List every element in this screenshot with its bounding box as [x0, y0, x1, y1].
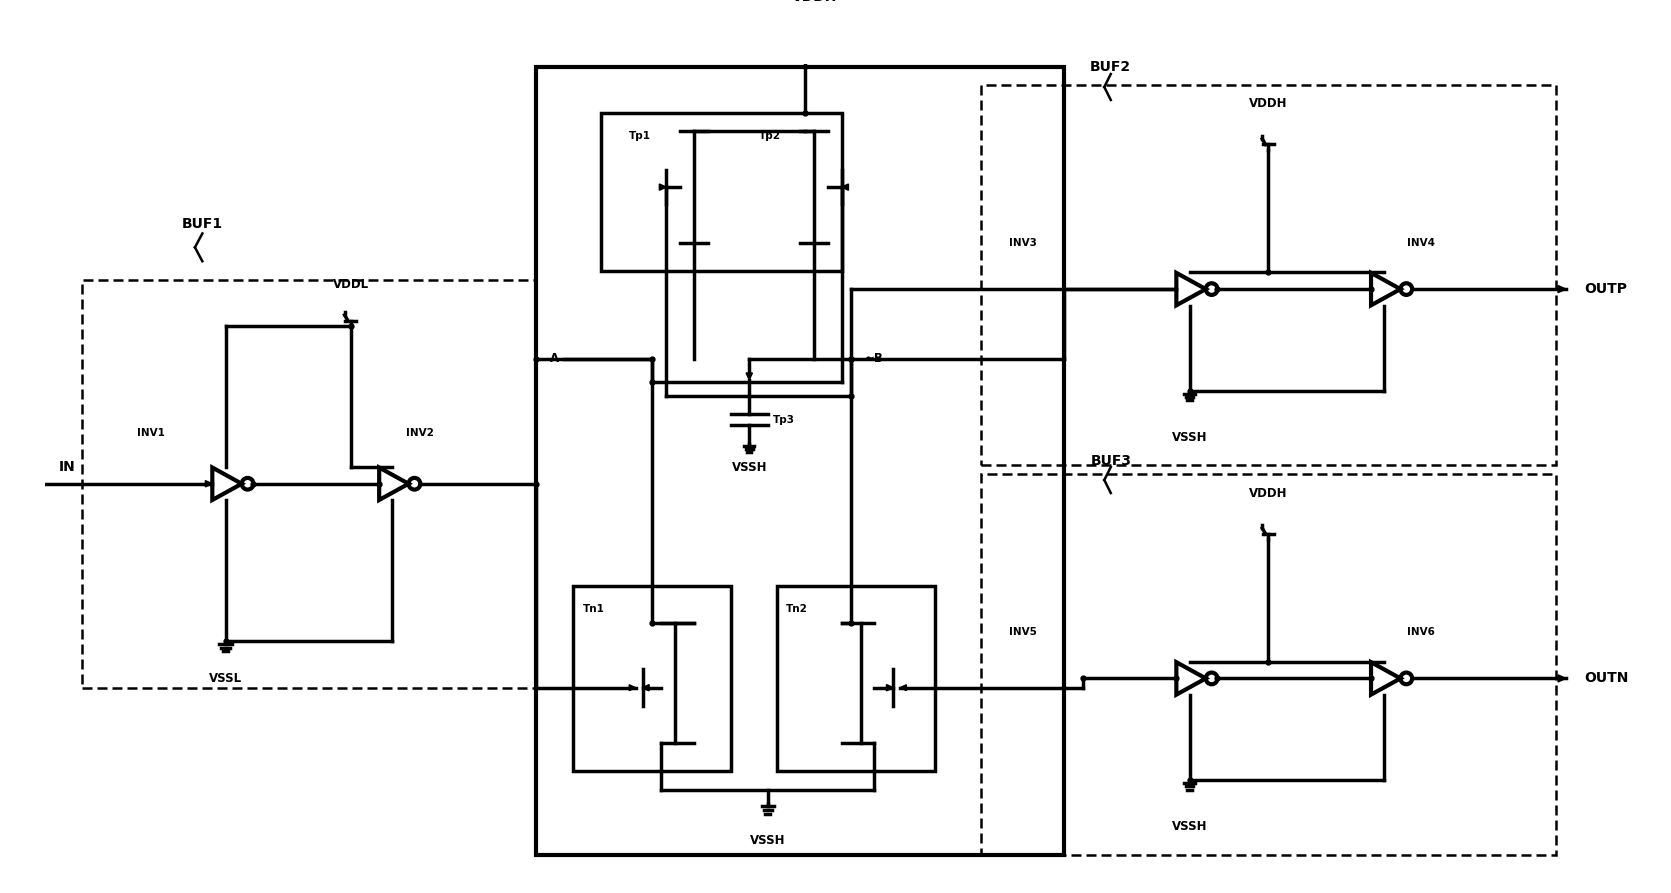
Bar [981, 85, 1556, 465]
Polygon shape [206, 480, 212, 487]
Bar [573, 586, 730, 771]
Text: VSSL: VSSL [209, 672, 242, 685]
Text: IN: IN [58, 460, 75, 474]
Text: BUF1: BUF1 [182, 217, 222, 231]
Polygon shape [901, 685, 906, 690]
Text: BUF3: BUF3 [1089, 454, 1131, 468]
Bar [602, 113, 842, 271]
Text: VSSH: VSSH [732, 461, 767, 473]
Text: Tn1: Tn1 [583, 604, 605, 613]
Bar [82, 280, 536, 688]
Text: VSSH: VSSH [1171, 431, 1208, 444]
Text: VDDH: VDDH [1250, 97, 1288, 110]
Polygon shape [747, 373, 752, 380]
Text: VDDL: VDDL [333, 278, 369, 291]
Polygon shape [1557, 675, 1566, 682]
Text: A: A [550, 352, 560, 365]
Text: INV3: INV3 [1009, 238, 1036, 247]
Polygon shape [1370, 663, 1400, 695]
Text: Tn2: Tn2 [787, 604, 809, 613]
Polygon shape [1370, 273, 1400, 305]
Text: Tp2: Tp2 [759, 131, 780, 141]
Text: VSSH: VSSH [750, 834, 785, 847]
Text: BUF2: BUF2 [1089, 60, 1131, 73]
Text: VSSH: VSSH [1171, 821, 1208, 833]
Text: Tp1: Tp1 [628, 131, 650, 141]
Text: INV1: INV1 [137, 428, 165, 438]
Text: OUTN: OUTN [1584, 672, 1629, 686]
Text: VDDH: VDDH [792, 0, 837, 4]
Polygon shape [379, 468, 409, 500]
Polygon shape [1176, 273, 1206, 305]
Text: INV5: INV5 [1009, 627, 1036, 637]
Text: VDDH: VDDH [1250, 487, 1288, 499]
Text: INV4: INV4 [1407, 238, 1435, 247]
Bar [777, 586, 934, 771]
Text: INV2: INV2 [406, 428, 434, 438]
Text: INV6: INV6 [1407, 627, 1435, 637]
Polygon shape [842, 184, 849, 190]
Polygon shape [212, 468, 242, 500]
Polygon shape [1557, 286, 1566, 293]
Bar [536, 67, 1064, 855]
Polygon shape [630, 685, 635, 690]
Bar [981, 474, 1556, 855]
Text: Tp3: Tp3 [772, 414, 794, 425]
Text: OUTP: OUTP [1584, 282, 1628, 296]
Polygon shape [642, 685, 648, 691]
Polygon shape [886, 685, 894, 691]
Polygon shape [660, 184, 667, 190]
Polygon shape [1176, 663, 1206, 695]
Text: ~B: ~B [866, 352, 884, 365]
